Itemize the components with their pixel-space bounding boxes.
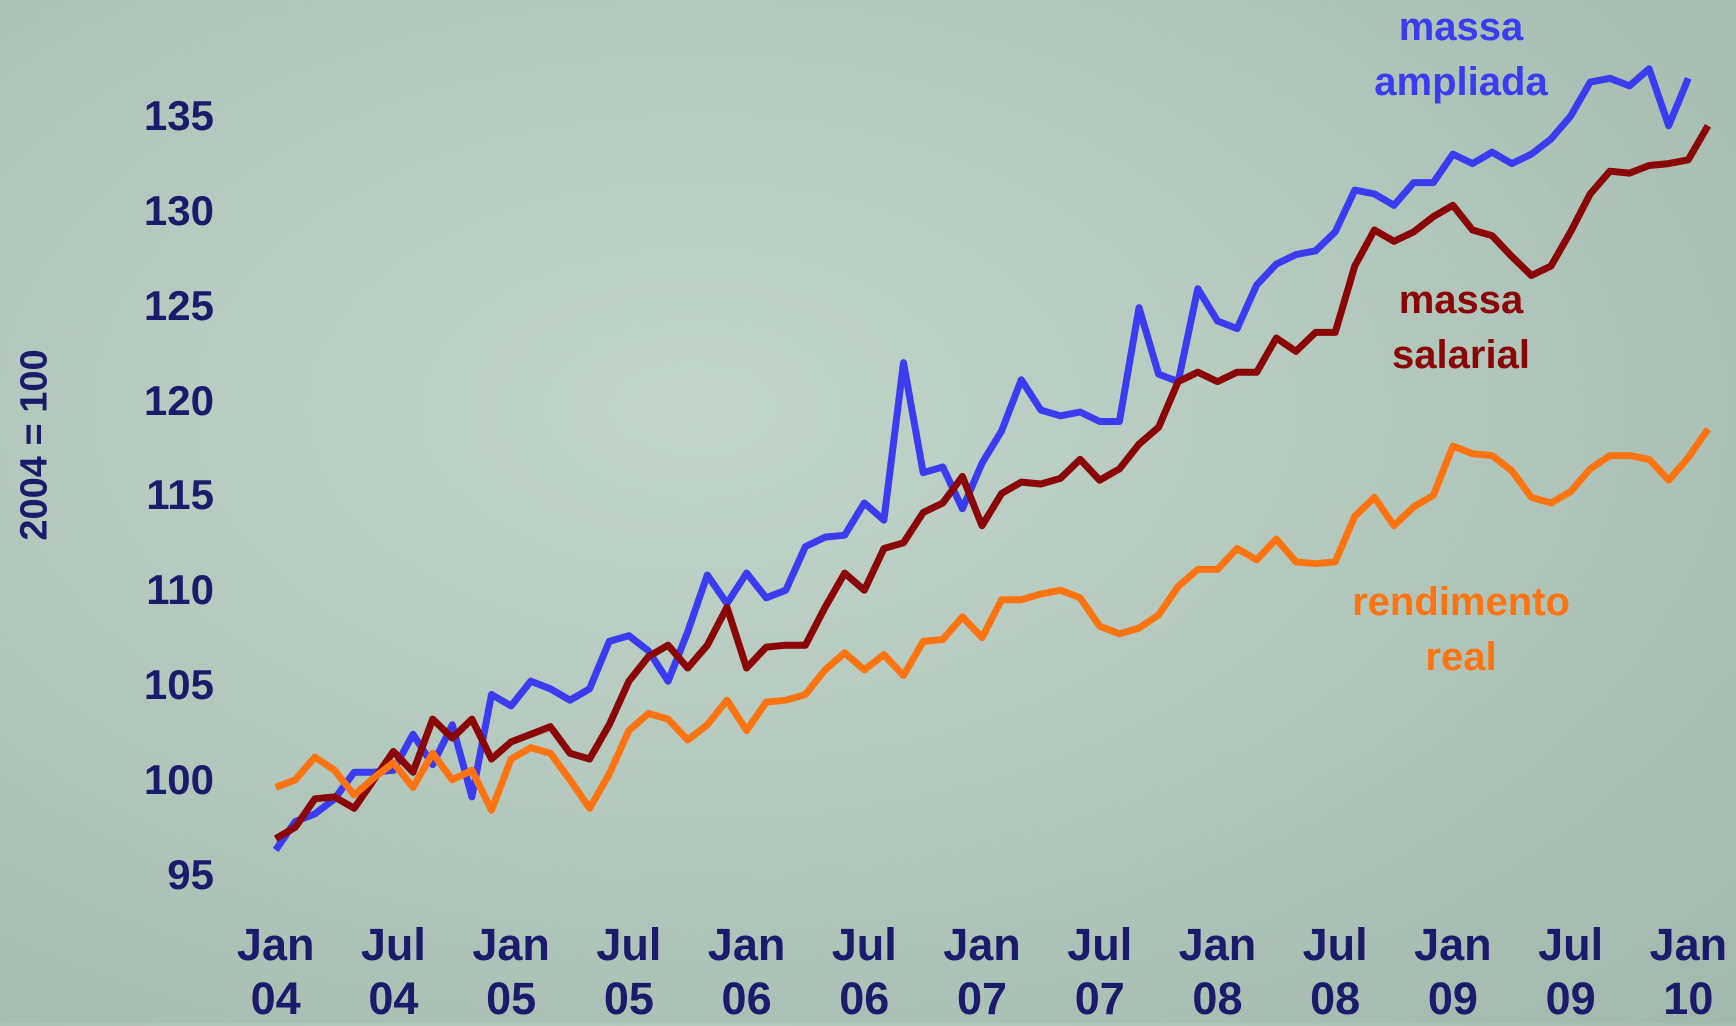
y-tick-label: 100 bbox=[144, 756, 214, 804]
series-label: massa salarial bbox=[1392, 273, 1530, 383]
series-line bbox=[276, 126, 1708, 839]
y-tick-label: 110 bbox=[146, 566, 214, 614]
x-tick-label: Jul 07 bbox=[1067, 918, 1132, 1026]
y-tick-label: 115 bbox=[146, 471, 214, 519]
x-tick-label: Jan 06 bbox=[708, 918, 786, 1026]
x-tick-label: Jul 09 bbox=[1538, 918, 1603, 1026]
series-label: massa ampliada bbox=[1374, 0, 1547, 110]
x-tick-label: Jan 10 bbox=[1650, 918, 1728, 1026]
y-axis-label: 2004 = 100 bbox=[14, 349, 57, 540]
series-label: rendimento real bbox=[1352, 575, 1570, 685]
y-tick-label: 95 bbox=[167, 851, 214, 899]
x-tick-label: Jul 08 bbox=[1303, 918, 1368, 1026]
x-tick-label: Jul 04 bbox=[361, 918, 426, 1026]
chart bbox=[0, 0, 1736, 1023]
series-line bbox=[276, 69, 1689, 850]
y-tick-label: 125 bbox=[144, 282, 214, 330]
x-tick-label: Jan 04 bbox=[237, 918, 315, 1026]
x-tick-label: Jan 07 bbox=[943, 918, 1021, 1026]
x-tick-label: Jan 09 bbox=[1414, 918, 1492, 1026]
y-tick-label: 130 bbox=[144, 187, 214, 235]
y-tick-label: 135 bbox=[144, 92, 214, 140]
x-tick-label: Jan 05 bbox=[472, 918, 550, 1026]
page: {"chart_data": {"type": "line", "y_label… bbox=[0, 0, 1736, 1023]
x-tick-label: Jul 05 bbox=[596, 918, 661, 1026]
y-tick-label: 105 bbox=[144, 661, 214, 709]
x-tick-label: Jan 08 bbox=[1179, 918, 1257, 1026]
y-tick-label: 120 bbox=[144, 377, 214, 425]
x-tick-label: Jul 06 bbox=[832, 918, 897, 1026]
